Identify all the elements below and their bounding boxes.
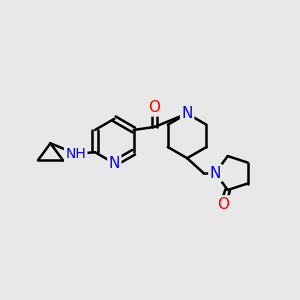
Text: O: O: [217, 196, 229, 211]
Text: NH: NH: [65, 147, 86, 161]
Text: N: N: [210, 166, 221, 181]
Text: N: N: [182, 106, 193, 121]
Text: N: N: [109, 156, 120, 171]
Text: O: O: [148, 100, 160, 115]
